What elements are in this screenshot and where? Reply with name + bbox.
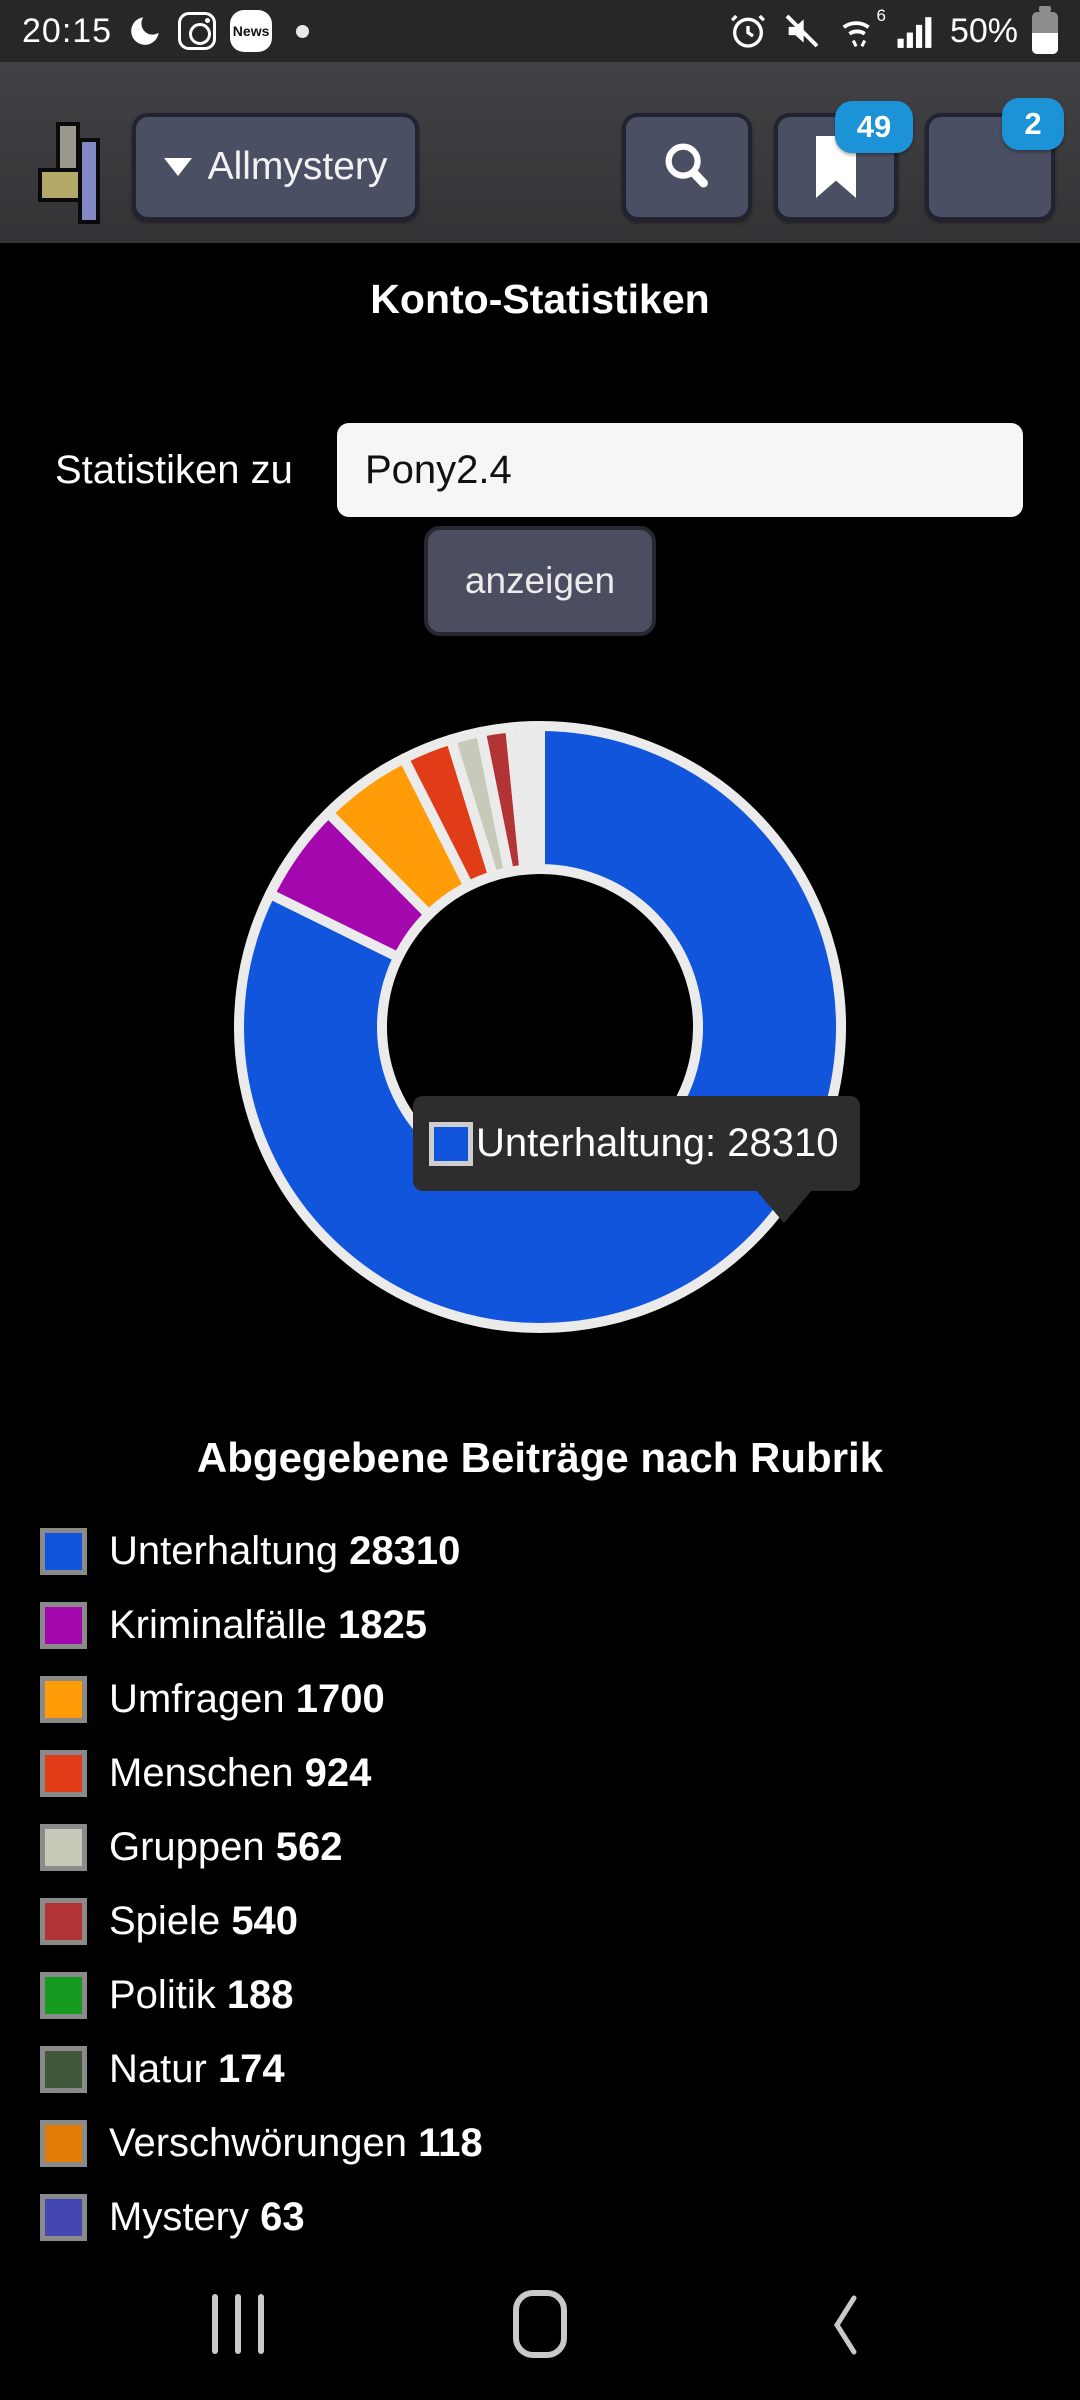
- news-icon: News: [230, 10, 273, 52]
- legend-label: Umfragen 1700: [109, 1676, 385, 1721]
- legend-row-Politik: Politik 188: [40, 1971, 483, 2019]
- site-dropdown-button[interactable]: Allmystery: [132, 113, 419, 221]
- legend-swatch: [40, 1527, 87, 1575]
- legend-label: Menschen 924: [109, 1750, 372, 1795]
- legend-label: Spiele 540: [109, 1898, 299, 1943]
- chart-title: Abgegebene Beiträge nach Rubrik: [196, 1434, 884, 1481]
- legend-swatch: [40, 2119, 87, 2167]
- chart-legend: Unterhaltung 28310 Kriminalfälle 1825 Umfr…: [40, 1527, 483, 2268]
- legend-row-Spiele: Spiele 540: [40, 1897, 483, 1945]
- status-bar-left: 20:15 News: [22, 10, 310, 52]
- recents-button[interactable]: [212, 2294, 264, 2354]
- legend-swatch: [40, 2193, 87, 2241]
- wifi6-icon: 6: [836, 6, 886, 52]
- legend-swatch: [40, 1897, 87, 1945]
- tooltip-color-swatch: [429, 1121, 473, 1166]
- legend-label: Verschwörungen 118: [109, 2120, 483, 2165]
- search-icon: [656, 134, 718, 201]
- home-button[interactable]: [513, 2290, 567, 2358]
- alarm-icon: [728, 11, 768, 51]
- mute-icon: [782, 11, 822, 51]
- legend-swatch: [40, 1971, 87, 2019]
- legend-row-Umfragen: Umfragen 1700: [40, 1675, 483, 1723]
- legend-swatch: [40, 1749, 87, 1797]
- legend-swatch: [40, 2045, 87, 2093]
- legend-row-Natur: Natur 174: [40, 2045, 483, 2093]
- status-bar: 20:15 News: [0, 0, 1080, 62]
- legend-label: Natur 174: [109, 2046, 285, 2091]
- legend-label: Gruppen 562: [109, 1824, 343, 1869]
- stats-input-label: Statistiken zu: [55, 447, 293, 492]
- chart-tooltip: Unterhaltung: 28310: [413, 1096, 860, 1191]
- battery-percent-text: 50%: [949, 11, 1018, 50]
- wifi6-label: 6: [876, 6, 886, 25]
- page-title: Konto-Statistiken: [370, 276, 710, 322]
- battery-icon: [1032, 6, 1058, 54]
- back-icon: [834, 2295, 857, 2355]
- donut-slice-Mystery[interactable]: [531, 721, 545, 875]
- inbox-count-badge: 2: [1002, 98, 1064, 150]
- instagram-icon: [178, 12, 217, 50]
- clock-text: 20:15: [22, 11, 113, 50]
- recents-icon: [212, 2294, 218, 2354]
- signal-icon: [896, 11, 936, 51]
- allmystery-logo[interactable]: [0, 62, 120, 243]
- bookmarks-count-badge: 49: [835, 101, 913, 153]
- legend-label: Unterhaltung 28310: [109, 1528, 461, 1573]
- tooltip-caret: [755, 1189, 813, 1223]
- android-nav-bar: [0, 2260, 1080, 2400]
- chevron-down-icon: [163, 158, 192, 176]
- site-dropdown-label: Allmystery: [207, 145, 388, 188]
- legend-swatch: [40, 1823, 87, 1871]
- tooltip-text: Unterhaltung: 28310: [476, 1121, 839, 1165]
- legend-row-Menschen: Menschen 924: [40, 1749, 483, 1797]
- legend-row-Kriminalfälle: Kriminalfälle 1825: [40, 1601, 483, 1649]
- legend-row-Verschwörungen: Verschwörungen 118: [40, 2119, 483, 2167]
- app-header: Allmystery 49 2: [0, 62, 1080, 243]
- search-button[interactable]: [622, 113, 752, 221]
- back-button[interactable]: [832, 2294, 858, 2361]
- legend-label: Mystery 63: [109, 2194, 305, 2239]
- notification-dot: [296, 24, 310, 38]
- doughnut-chart[interactable]: [0, 712, 1080, 1346]
- show-stats-button[interactable]: anzeigen: [424, 526, 656, 636]
- legend-swatch: [40, 1675, 87, 1723]
- moon-icon: [126, 12, 164, 50]
- legend-swatch: [40, 1601, 87, 1649]
- legend-row-Mystery: Mystery 63: [40, 2193, 483, 2241]
- username-input[interactable]: [337, 423, 1023, 517]
- logo-olive-foot: [38, 168, 82, 202]
- status-bar-right: 6 50%: [728, 6, 1058, 54]
- legend-row-Unterhaltung: Unterhaltung 28310: [40, 1527, 483, 1575]
- legend-row-Gruppen: Gruppen 562: [40, 1823, 483, 1871]
- legend-label: Kriminalfälle 1825: [109, 1602, 427, 1647]
- legend-label: Politik 188: [109, 1972, 294, 2017]
